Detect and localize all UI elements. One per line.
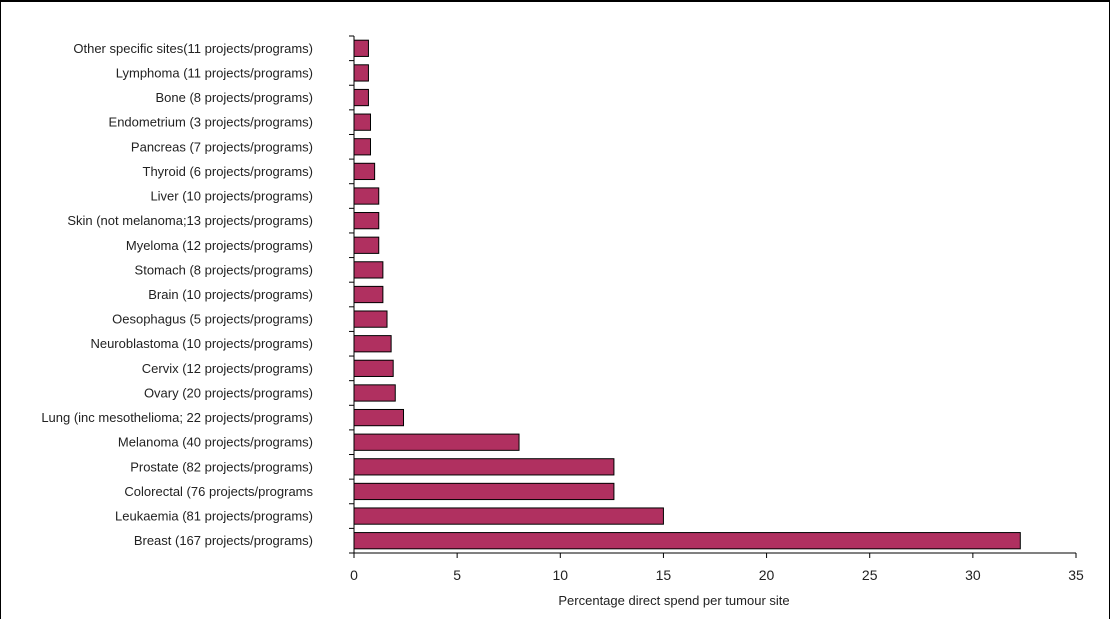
x-tick-label-1: 5 xyxy=(453,567,461,583)
bar-16 xyxy=(353,433,520,451)
category-label-14: Ovary (20 projects/programs) xyxy=(144,385,313,400)
category-label-0: Other specific sites(11 projects/program… xyxy=(73,41,313,56)
bar-11 xyxy=(353,310,388,328)
category-label-6: Liver (10 projects/programs) xyxy=(150,189,313,204)
bar-4 xyxy=(353,138,371,156)
bar-7 xyxy=(353,212,380,230)
x-tick-labels: 0 5 10 15 20 25 30 35 xyxy=(350,567,1084,583)
bar-10 xyxy=(353,285,384,304)
bar-1 xyxy=(353,64,369,82)
category-label-12: Neuroblastoma (10 projects/programs) xyxy=(90,336,313,351)
x-tick-label-5: 25 xyxy=(862,567,878,583)
category-label-16: Melanoma (40 projects/programs) xyxy=(118,435,313,450)
category-label-4: Pancreas (7 projects/programs) xyxy=(131,139,313,154)
category-label-13: Cervix (12 projects/programs) xyxy=(142,361,313,376)
bar-20 xyxy=(353,532,1021,550)
bar-17 xyxy=(353,458,615,476)
bar-18 xyxy=(353,482,615,501)
frame-top-border xyxy=(0,0,1110,2)
bars-group xyxy=(353,39,1021,550)
category-label-7: Skin (not melanoma;13 projects/programs) xyxy=(67,213,313,228)
bar-5 xyxy=(353,162,376,181)
bar-2 xyxy=(353,88,369,107)
category-labels: Other specific sites(11 projects/program… xyxy=(41,41,313,548)
bar-0 xyxy=(353,39,369,57)
category-label-2: Bone (8 projects/programs) xyxy=(155,90,313,105)
bar-8 xyxy=(353,236,380,254)
bar-15 xyxy=(353,408,405,427)
category-label-18: Colorectal (76 projects/programs xyxy=(124,484,313,499)
category-label-10: Brain (10 projects/programs) xyxy=(148,287,313,302)
x-tick-label-7: 35 xyxy=(1068,567,1084,583)
bar-19 xyxy=(353,507,664,525)
x-tick-label-6: 30 xyxy=(965,567,981,583)
frame-left-border xyxy=(0,0,1,619)
category-label-17: Prostate (82 projects/programs) xyxy=(130,459,313,474)
category-label-3: Endometrium (3 projects/programs) xyxy=(109,115,313,130)
category-label-20: Breast (167 projects/programs) xyxy=(134,533,313,548)
category-label-15: Lung (inc mesothelioma; 22 projects/prog… xyxy=(41,410,313,425)
category-label-8: Myeloma (12 projects/programs) xyxy=(126,238,313,253)
bar-3 xyxy=(353,113,371,131)
bar-14 xyxy=(353,384,396,402)
x-tick-label-2: 10 xyxy=(553,567,569,583)
x-axis-label: Percentage direct spend per tumour site xyxy=(558,593,789,608)
category-label-5: Thyroid (6 projects/programs) xyxy=(143,164,314,179)
category-label-19: Leukaemia (81 projects/programs) xyxy=(115,509,313,524)
bar-13 xyxy=(353,359,394,377)
bar-12 xyxy=(353,335,392,353)
bar-9 xyxy=(353,261,384,279)
category-label-11: Oesophagus (5 projects/programs) xyxy=(112,312,313,327)
category-label-1: Lymphoma (11 projects/programs) xyxy=(116,65,313,80)
x-tick-label-4: 20 xyxy=(759,567,775,583)
x-tick-label-0: 0 xyxy=(350,567,358,583)
x-tick-label-3: 15 xyxy=(656,567,672,583)
category-label-9: Stomach (8 projects/programs) xyxy=(135,262,313,277)
bar-6 xyxy=(353,187,380,205)
axes-group xyxy=(349,35,1077,558)
